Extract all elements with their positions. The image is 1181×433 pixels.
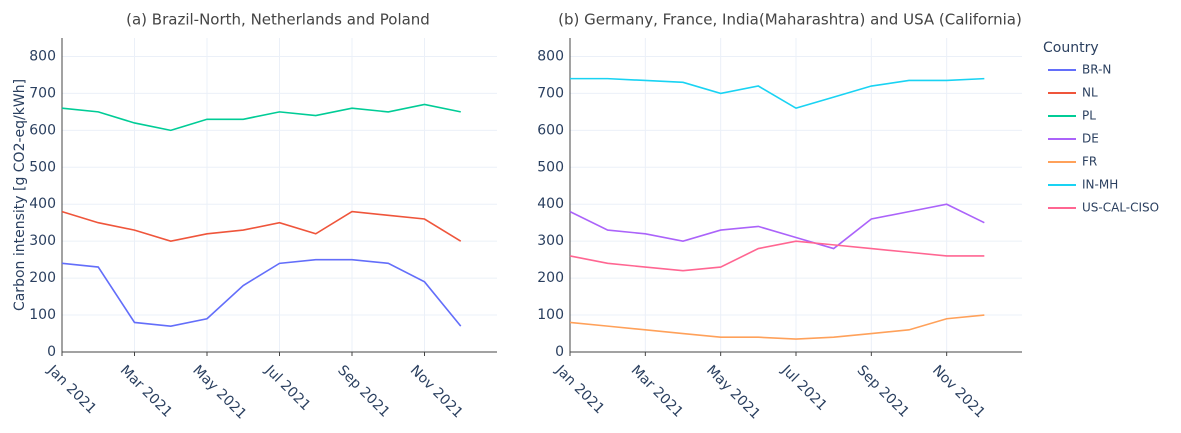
series-line [61,210,462,243]
y-tick-label: 0 [47,344,56,360]
legend-label: DE [1082,132,1099,146]
y-tick-label: 500 [537,159,564,175]
x-tick-label: Jul 2021 [778,362,830,414]
series-line [61,258,462,327]
x-tick-label: Jan 2021 [552,362,608,418]
legend-label: IN-MH [1082,178,1118,192]
series-line [570,77,985,110]
x-tick-label: Mar 2021 [117,362,175,420]
x-tick-label: Nov 2021 [929,362,988,421]
chart-title: (b) Germany, France, India(Maharashtra) … [558,11,1022,29]
y-tick-label: 200 [29,270,56,286]
x-tick-label: Sep 2021 [854,362,912,420]
series-line [569,314,985,340]
y-tick-label: 300 [537,233,564,249]
legend-label: FR [1082,155,1097,169]
legend-label: NL [1082,86,1098,100]
y-tick-label: 400 [29,196,56,212]
y-tick-label: 700 [537,85,564,101]
x-tick-label: Nov 2021 [407,362,466,421]
y-axis-label: Carbon intensity [g CO2-eq/kWh] [12,79,28,311]
series-line [569,203,985,250]
y-tick-label: 300 [29,233,56,249]
y-tick-label: 600 [537,122,564,138]
y-tick-label: 500 [29,159,56,175]
series-line [61,103,461,132]
x-tick-label: Jul 2021 [261,362,313,414]
x-tick-label: May 2021 [703,362,763,422]
y-tick-label: 400 [537,196,564,212]
y-tick-label: 0 [555,344,564,360]
x-tick-label: Mar 2021 [628,362,686,420]
y-tick-label: 600 [29,122,56,138]
legend-label: PL [1082,109,1096,123]
y-tick-label: 100 [537,307,564,323]
chart-title: (a) Brazil-North, Netherlands and Poland [126,11,430,29]
y-tick-label: 100 [29,307,56,323]
legend-label: US-CAL-CISO [1082,201,1159,215]
legend-title: Country [1043,40,1099,56]
y-tick-label: 800 [537,48,564,64]
y-tick-label: 200 [537,270,564,286]
x-tick-label: Sep 2021 [334,362,392,420]
y-tick-label: 800 [29,48,56,64]
y-tick-label: 700 [29,85,56,101]
legend-label: BR-N [1082,63,1111,77]
x-tick-label: May 2021 [189,362,249,422]
x-tick-label: Jan 2021 [44,362,100,418]
series-line [569,240,985,272]
